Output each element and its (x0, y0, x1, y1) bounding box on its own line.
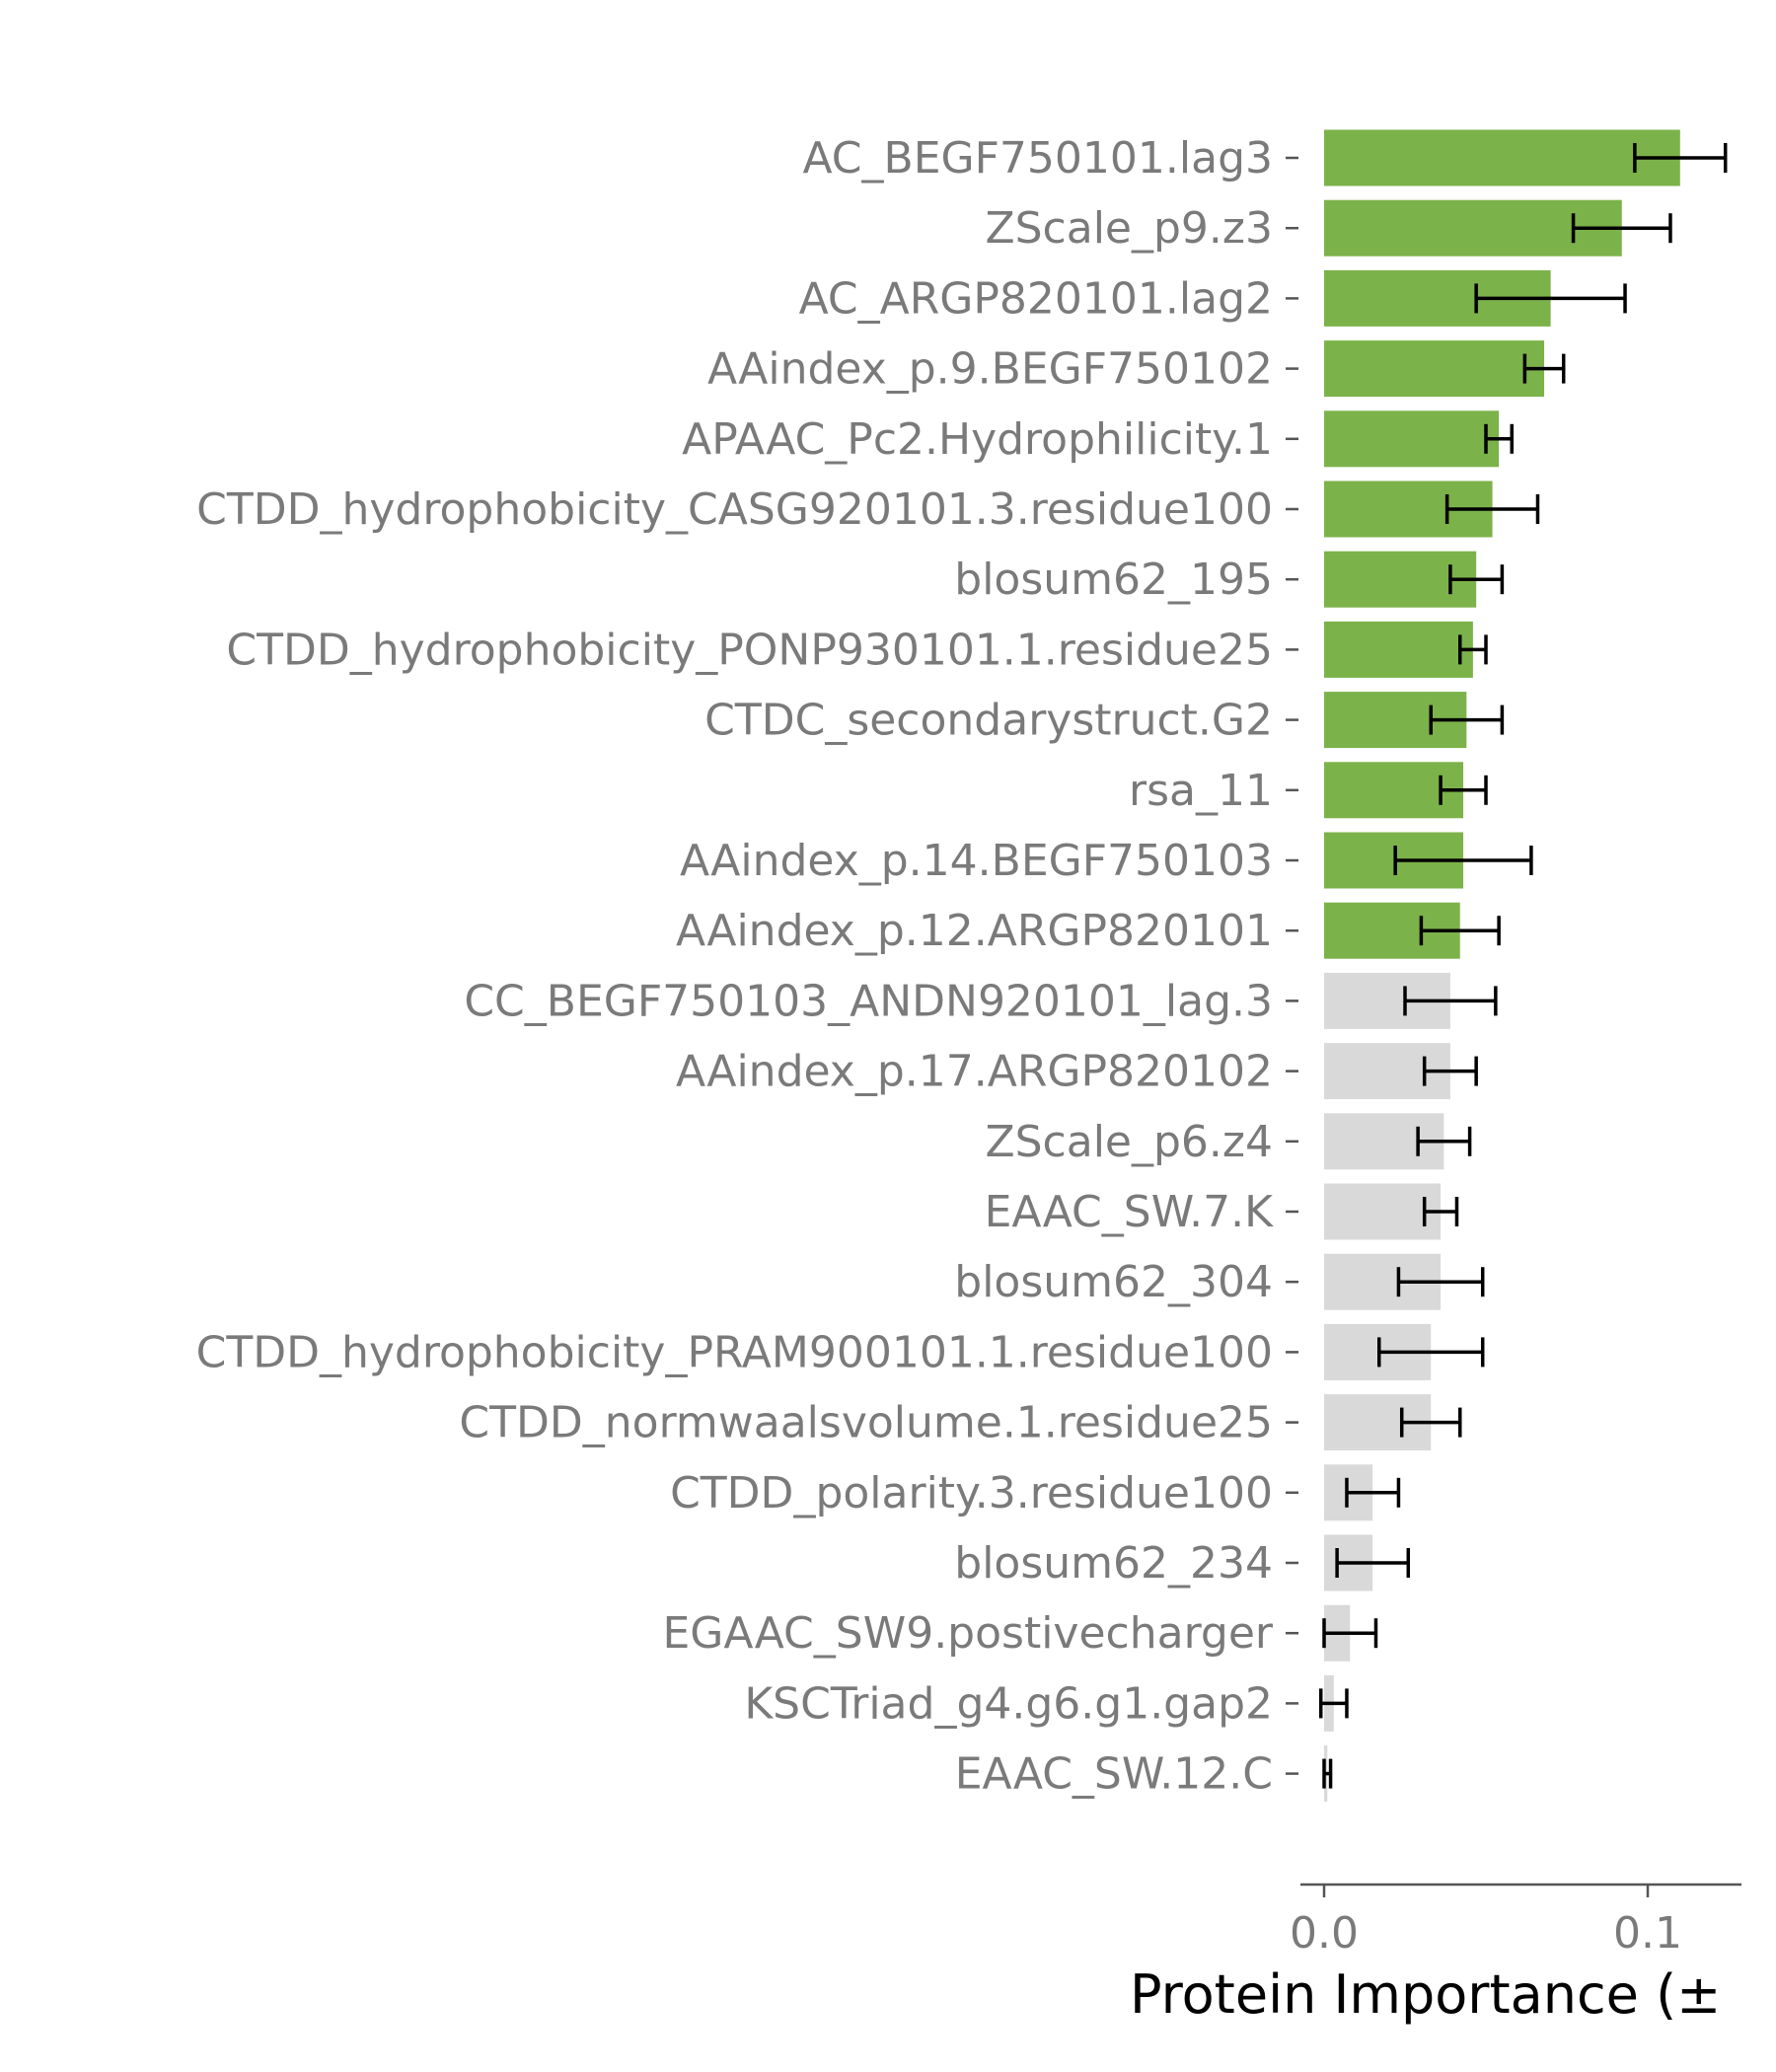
y-tick-label: ZScale_p6.z4 (985, 1117, 1273, 1167)
y-tick-label: EAAC_SW.12.C (955, 1749, 1273, 1800)
bar (1324, 340, 1545, 398)
y-tick-label: blosum62_234 (954, 1538, 1273, 1589)
bar (1324, 129, 1680, 186)
y-tick-label: blosum62_304 (954, 1257, 1273, 1307)
y-tick-label: rsa_11 (1129, 766, 1273, 816)
y-tick-label: CTDD_normwaalsvolume.1.residue25 (459, 1398, 1273, 1448)
bar (1324, 1183, 1442, 1240)
error-bars-layer (1318, 143, 1728, 1789)
y-tick-label: AAindex_p.14.BEGF750103 (680, 836, 1273, 886)
y-tick-label: AAindex_p.17.ARGP820102 (676, 1047, 1273, 1097)
y-tick-label: EAAC_SW.7.K (985, 1187, 1275, 1237)
y-tick-label: AC_ARGP820101.lag2 (799, 273, 1273, 324)
y-tick-label: CTDC_secondarystruct.G2 (704, 696, 1273, 746)
y-tick-label: EGAAC_SW9.postivecharger (663, 1608, 1274, 1659)
y-tick-label: CTDD_hydrophobicity_CASG920101.3.residue… (196, 484, 1273, 535)
x-tick-label: 0.0 (1290, 1908, 1359, 1959)
y-tick-label: KSCTriad_g4.g6.g1.gap2 (744, 1678, 1273, 1729)
y-tick-label: APAAC_Pc2.Hydrophilicity.1 (682, 414, 1273, 465)
y-tick-label: ZScale_p9.z3 (985, 203, 1273, 254)
y-tick-label: AAindex_p.12.ARGP820101 (676, 906, 1273, 956)
y-tick-label: blosum62_195 (954, 555, 1273, 605)
x-axis: 0.0 0.1 (1290, 1883, 1741, 1959)
y-tick-label: AAindex_p.9.BEGF750102 (707, 344, 1273, 395)
y-tick-label: CTDD_hydrophobicity_PONP930101.1.residue… (226, 625, 1273, 675)
y-tick-label: AC_BEGF750101.lag3 (802, 133, 1273, 184)
y-tick-label: CC_BEGF750103_ANDN920101_lag.3 (464, 976, 1273, 1026)
bar (1324, 621, 1473, 678)
category-labels: AC_BEGF750101.lag3 ZScale_p9.z3 AC_ARGP820… (196, 133, 1298, 1800)
x-axis-title: Protein Importance (± (1130, 1963, 1721, 2026)
y-tick-label: CTDD_hydrophobicity_PRAM900101.1.residue… (196, 1327, 1273, 1377)
bar (1324, 410, 1500, 468)
x-tick-label: 0.1 (1613, 1908, 1682, 1959)
bars-layer (1324, 129, 1680, 1803)
y-tick-label: CTDD_polarity.3.residue100 (670, 1468, 1273, 1518)
